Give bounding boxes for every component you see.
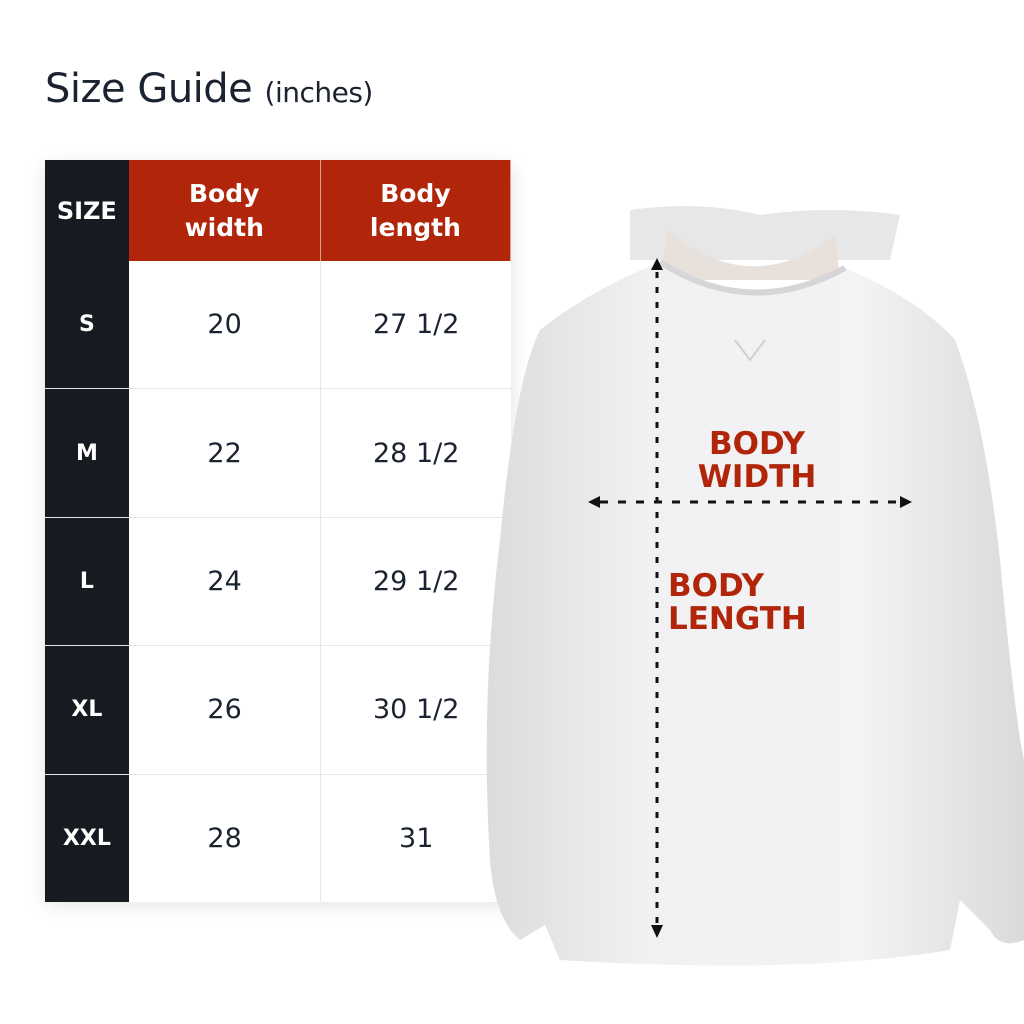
size-cell: XL: [45, 646, 129, 774]
length-cell: 31: [321, 774, 511, 902]
size-cell: S: [45, 261, 129, 389]
body-width-label: BODY WIDTH: [697, 426, 817, 495]
arrow-up-icon: [651, 258, 663, 270]
width-cell: 24: [128, 517, 322, 646]
length-cell: 29 1/2: [321, 517, 511, 646]
title-text: Size Guide: [45, 66, 253, 112]
sweatshirt-illustration: [486, 206, 1024, 966]
arrow-down-icon: [651, 925, 663, 938]
size-cell: L: [45, 517, 129, 646]
table-row: M 22 28 1/2: [45, 389, 511, 518]
length-cell: 27 1/2: [321, 261, 511, 389]
header-body-length: Body length: [320, 160, 511, 261]
table-row: L 24 29 1/2: [45, 517, 511, 647]
collar-seam: [658, 259, 847, 296]
length-cell: 30 1/2: [321, 646, 511, 774]
table-header: SIZE Body width Body length: [45, 160, 511, 261]
header-size: SIZE: [45, 160, 129, 261]
size-cell: M: [45, 389, 129, 517]
header-body-width: Body width: [128, 160, 321, 261]
table-row: XL 26 30 1/2: [45, 646, 511, 775]
length-cell: 28 1/2: [321, 389, 511, 517]
header-body-width-text: Body width: [184, 178, 264, 242]
width-cell: 22: [128, 389, 322, 517]
table-row: S 20 27 1/2: [45, 261, 511, 390]
width-cell: 20: [128, 261, 322, 389]
arrow-right-icon: [900, 496, 912, 508]
sweatshirt-body: [486, 262, 1024, 966]
v-stitch: [734, 339, 766, 362]
width-cell: 28: [128, 774, 322, 902]
body-length-label: BODY LENGTH: [668, 568, 807, 637]
size-cell: XXL: [45, 774, 129, 902]
width-cell: 26: [128, 646, 322, 774]
table-row: XXL 28 31: [45, 774, 511, 902]
header-body-length-text: Body length: [369, 178, 461, 242]
page-title: Size Guide (inches): [45, 66, 373, 112]
title-unit: (inches): [264, 76, 374, 109]
neck-shape: [660, 230, 840, 280]
arrow-left-icon: [588, 496, 600, 508]
